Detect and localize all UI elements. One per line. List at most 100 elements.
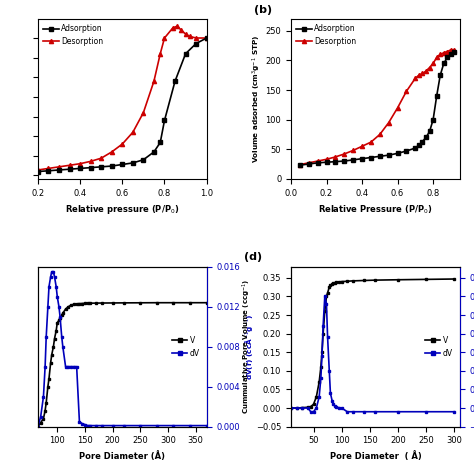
dV: [300, 405, 305, 411]
dV: [361, 409, 367, 415]
V: [82, 301, 88, 306]
dV: [44, 334, 49, 339]
Line: dV: dV: [290, 295, 456, 413]
Line: V: V: [36, 301, 208, 428]
Adsorption: [434, 93, 439, 99]
Desorption: [324, 156, 329, 162]
Legend: Adsorption, Desorption: Adsorption, Desorption: [295, 23, 357, 48]
Adsorption: [204, 35, 210, 41]
Desorption: [341, 151, 347, 157]
Desorption: [174, 23, 180, 29]
Adsorption: [333, 159, 338, 164]
X-axis label: Relative Pressure (P/P$_0$): Relative Pressure (P/P$_0$): [318, 203, 433, 216]
dV: [324, 301, 329, 307]
Desorption: [416, 73, 422, 78]
V: [328, 283, 333, 288]
Adsorption: [448, 52, 454, 57]
X-axis label: Pore Diameter (Å): Pore Diameter (Å): [79, 451, 165, 461]
Legend: Adsorption, Desorption: Adsorption, Desorption: [42, 23, 104, 48]
dV: [99, 423, 104, 428]
Desorption: [170, 25, 176, 31]
V: [77, 301, 82, 307]
V: [52, 336, 57, 342]
dV: [336, 405, 342, 410]
V: [38, 420, 44, 426]
Text: (d): (d): [244, 252, 262, 262]
dV: [71, 364, 77, 370]
dV: [339, 405, 345, 411]
dV: [45, 304, 51, 310]
dV: [110, 423, 116, 428]
Desorption: [434, 55, 439, 60]
Desorption: [56, 164, 62, 170]
Adsorption: [377, 154, 383, 159]
Adsorption: [172, 78, 178, 84]
dV: [308, 409, 314, 415]
Adsorption: [77, 165, 83, 171]
Desorption: [140, 110, 146, 116]
Desorption: [419, 71, 425, 76]
V: [63, 306, 68, 312]
dV: [42, 364, 48, 370]
V: [35, 424, 41, 429]
Adsorption: [88, 165, 93, 171]
dV: [451, 409, 457, 415]
Desorption: [151, 78, 157, 84]
V: [324, 293, 329, 299]
dV: [63, 364, 68, 370]
Desorption: [119, 141, 125, 147]
dV: [59, 334, 64, 339]
Line: Adsorption: Adsorption: [36, 36, 209, 173]
V: [99, 300, 104, 306]
Legend: V, dV: V, dV: [169, 333, 203, 361]
dV: [332, 403, 338, 409]
dV: [93, 423, 99, 428]
dV: [325, 335, 330, 340]
V: [361, 278, 367, 283]
dV: [395, 409, 401, 415]
V: [71, 301, 77, 307]
Desorption: [423, 68, 429, 74]
Desorption: [98, 155, 104, 161]
dV: [54, 284, 59, 290]
Desorption: [109, 149, 115, 155]
dV: [65, 364, 71, 370]
dV: [38, 414, 44, 419]
dV: [79, 421, 85, 427]
V: [137, 300, 143, 306]
Desorption: [430, 61, 436, 66]
dV: [52, 274, 57, 280]
Adsorption: [441, 61, 447, 66]
dV: [85, 423, 91, 428]
V: [46, 376, 52, 382]
dV: [320, 323, 326, 329]
Adsorption: [46, 168, 51, 173]
Desorption: [438, 52, 443, 57]
dV: [154, 423, 160, 428]
V: [60, 310, 66, 316]
V: [373, 277, 378, 283]
Desorption: [412, 75, 418, 81]
dV: [82, 422, 88, 428]
Adsorption: [438, 73, 443, 78]
V: [320, 331, 326, 337]
V: [187, 300, 193, 306]
dV: [187, 423, 193, 428]
Desorption: [187, 34, 192, 39]
dV: [319, 353, 325, 359]
Adsorption: [404, 148, 410, 154]
Desorption: [77, 161, 83, 166]
Desorption: [88, 158, 93, 164]
Adsorption: [350, 157, 356, 163]
Adsorption: [341, 158, 347, 164]
Adsorption: [368, 155, 374, 160]
Desorption: [452, 47, 457, 53]
V: [329, 282, 335, 287]
V: [74, 301, 80, 307]
dV: [345, 409, 350, 415]
Line: Desorption: Desorption: [36, 24, 209, 172]
V: [45, 384, 51, 390]
dV: [55, 294, 60, 300]
Adsorption: [109, 163, 115, 169]
V: [93, 300, 99, 306]
